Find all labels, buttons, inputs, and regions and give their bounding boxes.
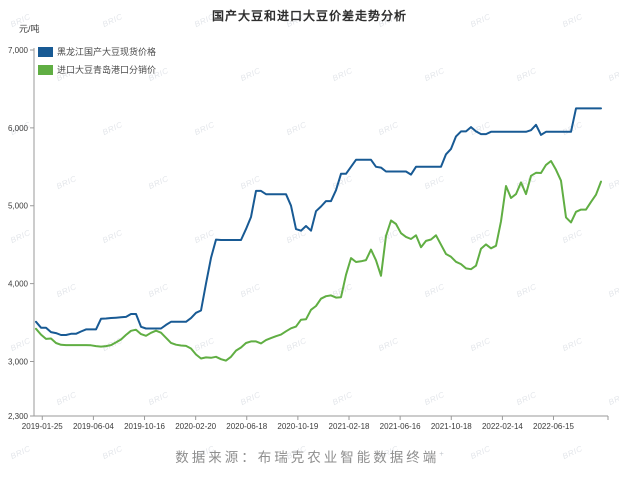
axes <box>33 48 608 417</box>
x-tick-label: 2019-06-04 <box>73 422 114 431</box>
imported-soybean-price-line <box>35 160 602 362</box>
x-tick-label: 2022-06-15 <box>533 422 574 431</box>
x-tick-label: 2019-10-16 <box>124 422 165 431</box>
source-suffix-mark: + <box>439 449 444 459</box>
domestic-soybean-price-line <box>35 107 602 336</box>
legend-item-domestic: 黑龙江国产大豆现货价格 <box>38 47 156 57</box>
y-tick-label: 3,000 <box>8 357 29 366</box>
x-tick-label: 2021-06-16 <box>380 422 421 431</box>
legend-label-import: 进口大豆青岛港口分销价 <box>57 65 157 75</box>
y-tick-label: 6,000 <box>8 124 29 133</box>
x-tick-label: 2021-02-18 <box>329 422 370 431</box>
x-tick-label: 2020-06-18 <box>226 422 267 431</box>
y-tick-label: 5,000 <box>8 202 29 211</box>
chart-title: 国产大豆和进口大豆价差走势分析 <box>211 9 407 23</box>
legend: 黑龙江国产大豆现货价格 进口大豆青岛港口分销价 <box>38 47 156 83</box>
y-tick-label: 2,300 <box>8 412 29 421</box>
data-source-note: 数据来源：布瑞克农业智能数据终端+ <box>0 446 619 466</box>
y-tick-label: 7,000 <box>8 46 29 55</box>
legend-label-domestic: 黑龙江国产大豆现货价格 <box>57 47 157 57</box>
x-tick-label: 2020-10-19 <box>277 422 318 431</box>
y-axis-unit-label: 元/吨 <box>19 24 40 34</box>
x-tick-label: 2020-02-20 <box>175 422 216 431</box>
legend-swatch-import-icon <box>38 65 53 75</box>
y-tick-label: 4,000 <box>8 280 29 289</box>
x-tick-label: 2021-10-18 <box>431 422 472 431</box>
data-source-text: 数据来源：布瑞克农业智能数据终端 <box>175 450 440 465</box>
x-tick-label: 2019-01-25 <box>22 422 63 431</box>
legend-item-import: 进口大豆青岛港口分销价 <box>38 65 156 75</box>
legend-swatch-domestic-icon <box>38 47 53 57</box>
x-tick-label: 2022-02-14 <box>482 422 523 431</box>
